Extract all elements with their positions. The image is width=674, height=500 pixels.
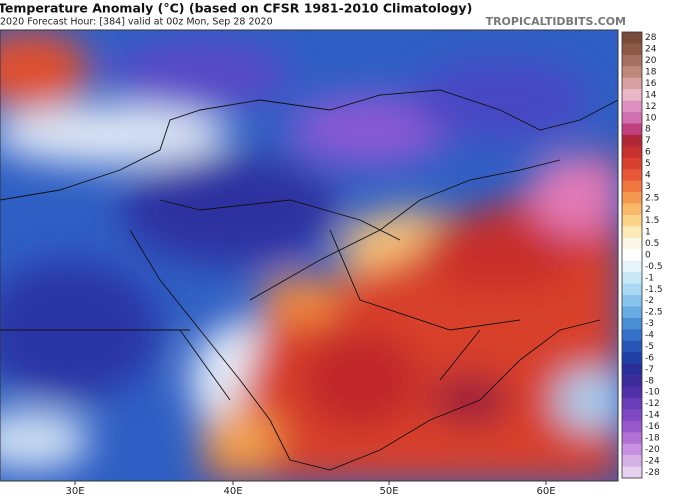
longitude-label: 40E	[223, 486, 242, 497]
colorbar-label: 12	[645, 102, 656, 112]
colorbar-swatch	[622, 260, 642, 273]
colorbar: 28242018161412108765432.521.510.50-0.5-1…	[621, 31, 663, 479]
colorbar-label: 4	[645, 170, 651, 180]
colorbar-swatch	[622, 157, 642, 170]
map-frame	[0, 29, 619, 482]
colorbar-label: -10	[645, 388, 660, 398]
colorbar-swatch	[622, 432, 642, 444]
colorbar-swatch	[622, 237, 642, 250]
colorbar-label: 24	[645, 45, 657, 55]
colorbar-label: 14	[645, 90, 657, 100]
colorbar-label: -14	[645, 411, 660, 421]
colorbar-label: -7	[645, 365, 654, 375]
colorbar-label: 2	[645, 205, 651, 215]
colorbar-swatch	[622, 329, 642, 342]
colorbar-label: 8	[645, 125, 651, 135]
colorbar-label: 0.5	[645, 239, 659, 249]
colorbar-swatch	[622, 317, 642, 330]
colorbar-swatch	[622, 295, 642, 307]
watermark: TROPICALTIDBITS.COM	[486, 15, 626, 28]
colorbar-swatch	[622, 283, 642, 296]
colorbar-swatch	[622, 363, 642, 376]
colorbar-swatch	[622, 443, 642, 456]
colorbar-label: 1.5	[645, 216, 659, 226]
colorbar-label: 0	[645, 251, 651, 261]
colorbar-label: 6	[645, 148, 651, 158]
longitude-label: 60E	[536, 486, 555, 497]
colorbar-swatch	[622, 214, 642, 227]
colorbar-swatch	[622, 146, 642, 159]
colorbar-swatch	[622, 340, 642, 353]
subtitle: 2020 Forecast Hour: [384] valid at 00z M…	[0, 17, 273, 28]
colorbar-swatch	[622, 455, 642, 467]
colorbar-swatch	[622, 420, 642, 433]
colorbar-swatch	[622, 352, 642, 364]
colorbar-swatch	[622, 169, 642, 181]
colorbar-label: -3	[645, 319, 654, 329]
colorbar-label: -5	[645, 342, 654, 352]
colorbar-label: 7	[645, 136, 651, 146]
colorbar-label: 16	[645, 79, 657, 89]
colorbar-label: -8	[645, 376, 654, 386]
colorbar-label: 10	[645, 113, 657, 123]
colorbar-label: 18	[645, 68, 657, 78]
colorbar-swatch	[622, 123, 642, 136]
colorbar-swatch	[622, 272, 642, 284]
colorbar-swatch	[622, 192, 642, 204]
colorbar-swatch	[622, 306, 642, 319]
colorbar-swatch	[622, 226, 642, 239]
colorbar-label: -4	[645, 331, 654, 341]
colorbar-label: 28	[645, 33, 657, 43]
colorbar-label: -12	[645, 399, 660, 409]
colorbar-swatch	[622, 409, 642, 422]
colorbar-label: 20	[645, 56, 657, 66]
colorbar-swatch	[622, 66, 642, 79]
colorbar-label: -6	[645, 353, 654, 363]
colorbar-label: -18	[645, 433, 660, 443]
colorbar-swatch	[622, 397, 642, 410]
colorbar-swatch	[622, 375, 642, 387]
colorbar-swatch	[622, 180, 642, 193]
colorbar-swatch	[622, 100, 642, 113]
colorbar-swatch	[622, 249, 642, 262]
colorbar-label: -1	[645, 273, 654, 283]
colorbar-label: 1	[645, 228, 651, 238]
colorbar-swatch	[622, 386, 642, 399]
colorbar-swatch	[622, 466, 642, 479]
colorbar-swatch	[622, 203, 642, 216]
colorbar-label: -0.5	[645, 262, 663, 272]
anomaly-map	[0, 30, 618, 481]
colorbar-frame	[621, 31, 643, 479]
colorbar-swatch	[622, 112, 642, 124]
colorbar-label: -1.5	[645, 285, 663, 295]
colorbar-label: -28	[645, 468, 660, 478]
colorbar-swatch	[622, 54, 642, 67]
colorbar-label: -20	[645, 445, 660, 455]
longitude-label: 30E	[65, 486, 84, 497]
colorbar-label: 3	[645, 182, 651, 192]
colorbar-swatch	[622, 89, 642, 101]
colorbar-label: -2.5	[645, 308, 663, 318]
colorbar-label: 2.5	[645, 193, 659, 203]
colorbar-label: -2	[645, 296, 654, 306]
colorbar-swatch	[622, 43, 642, 56]
longitude-labels: 30E 40E 50E 60E	[65, 481, 556, 497]
title: Temperature Anomaly (°C) (based on CFSR …	[0, 1, 472, 16]
colorbar-swatch	[622, 134, 642, 147]
borders	[0, 89, 618, 471]
colorbar-swatch	[622, 77, 642, 90]
colorbar-label: -16	[645, 422, 660, 432]
colorbar-label: 5	[645, 159, 651, 169]
colorbar-swatch	[622, 32, 642, 44]
colorbar-label: -24	[645, 456, 660, 466]
longitude-label: 50E	[379, 486, 398, 497]
